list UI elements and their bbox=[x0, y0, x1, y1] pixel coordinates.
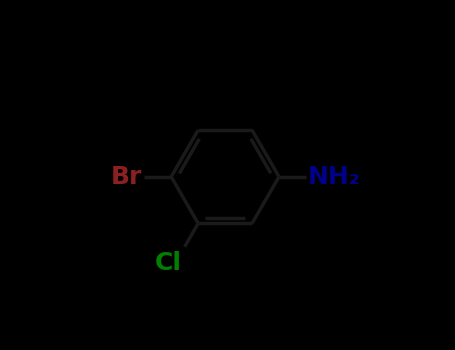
Text: NH₂: NH₂ bbox=[308, 165, 361, 189]
Text: Cl: Cl bbox=[155, 251, 182, 275]
Text: Br: Br bbox=[111, 165, 142, 189]
